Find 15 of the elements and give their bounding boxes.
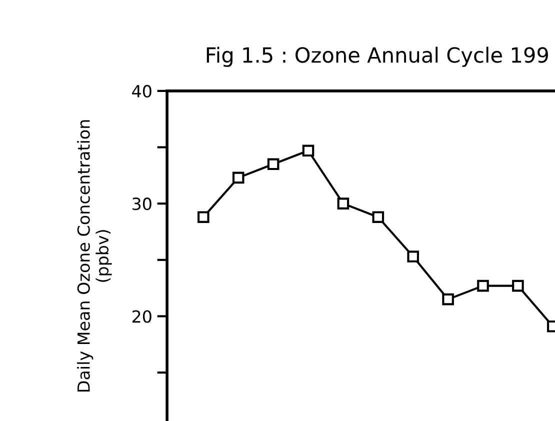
point (512, 280, 524, 292)
y-tick-label: 30 (132, 198, 152, 210)
point (337, 198, 350, 210)
chart-title: Fig 1.5 : Ozone Annual Cycle 199 (206, 46, 548, 67)
point (372, 211, 384, 224)
point (232, 172, 244, 184)
point (477, 280, 489, 292)
y-tick-label: 40 (132, 84, 152, 98)
y-tick-label: 20 (132, 310, 152, 323)
y-axis-title: Daily Mean Ozone Concentration (ppbv) (77, 120, 112, 392)
point (302, 144, 314, 157)
point (442, 293, 454, 306)
point (197, 211, 210, 224)
point (407, 250, 420, 262)
point (267, 158, 280, 170)
